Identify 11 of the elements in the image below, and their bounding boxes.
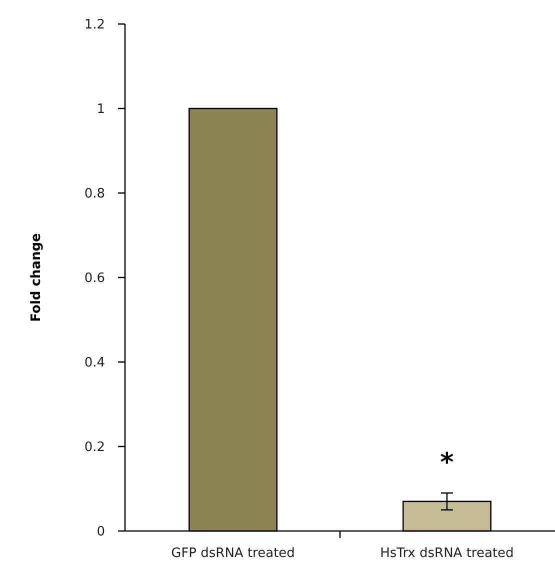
x-tick-label: GFP dsRNA treated xyxy=(171,546,295,561)
y-tick-label: 0.8 xyxy=(84,186,105,202)
y-tick-label: 0.2 xyxy=(84,440,105,456)
y-tick-label: 1 xyxy=(96,102,105,118)
annotation: * xyxy=(440,448,454,478)
y-tick-label: 0.6 xyxy=(84,271,105,286)
y-tick-label: 1.2 xyxy=(84,18,105,33)
y-tick-label: 0 xyxy=(96,524,105,540)
y-axis-title: Fold change xyxy=(29,232,44,322)
y-tick-label: 0.4 xyxy=(84,356,105,371)
x-tick-label: HsTrx dsRNA treated xyxy=(380,546,514,561)
